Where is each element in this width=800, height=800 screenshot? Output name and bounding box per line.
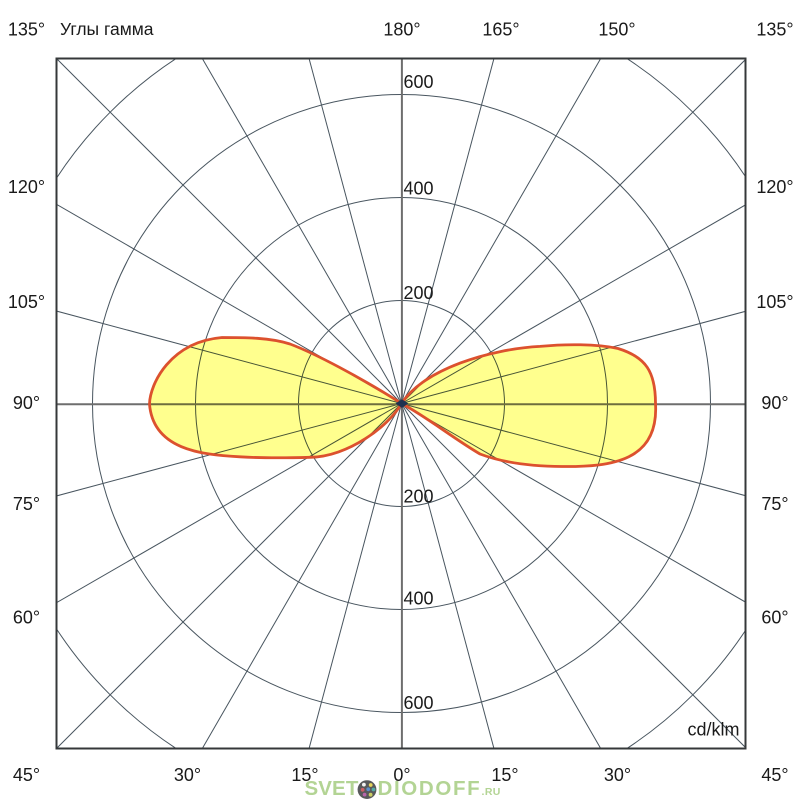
svg-text:15°: 15° [491, 765, 518, 785]
svg-text:600: 600 [404, 693, 434, 713]
svg-text:60°: 60° [13, 608, 40, 628]
svg-text:135°: 135° [8, 19, 45, 39]
svg-text:SVET: SVET [305, 777, 359, 800]
svg-text:75°: 75° [761, 494, 788, 514]
svg-text:200: 200 [404, 486, 434, 506]
svg-text:30°: 30° [604, 765, 631, 785]
svg-text:60°: 60° [761, 608, 788, 628]
svg-text:180°: 180° [383, 19, 420, 39]
svg-text:120°: 120° [756, 177, 793, 197]
svg-text:45°: 45° [13, 765, 40, 785]
svg-text:Углы гамма: Углы гамма [60, 19, 154, 39]
svg-text:30°: 30° [174, 765, 201, 785]
svg-text:165°: 165° [482, 19, 519, 39]
svg-text:cd/klm: cd/klm [687, 720, 739, 740]
svg-text:120°: 120° [8, 177, 45, 197]
svg-text:105°: 105° [756, 292, 793, 312]
svg-text:150°: 150° [598, 19, 635, 39]
svg-text:135°: 135° [756, 19, 793, 39]
svg-text:200: 200 [404, 283, 434, 303]
svg-text:600: 600 [404, 72, 434, 92]
svg-text:DIODOFF: DIODOFF [378, 777, 482, 800]
svg-text:45°: 45° [761, 765, 788, 785]
svg-text:400: 400 [404, 588, 434, 608]
svg-text:90°: 90° [13, 393, 40, 413]
svg-text:75°: 75° [13, 494, 40, 514]
svg-text:0°: 0° [393, 765, 410, 785]
svg-text:.RU: .RU [482, 786, 501, 798]
svg-text:400: 400 [404, 178, 434, 198]
svg-text:15°: 15° [291, 765, 318, 785]
svg-text:105°: 105° [8, 292, 45, 312]
svg-text:90°: 90° [761, 393, 788, 413]
